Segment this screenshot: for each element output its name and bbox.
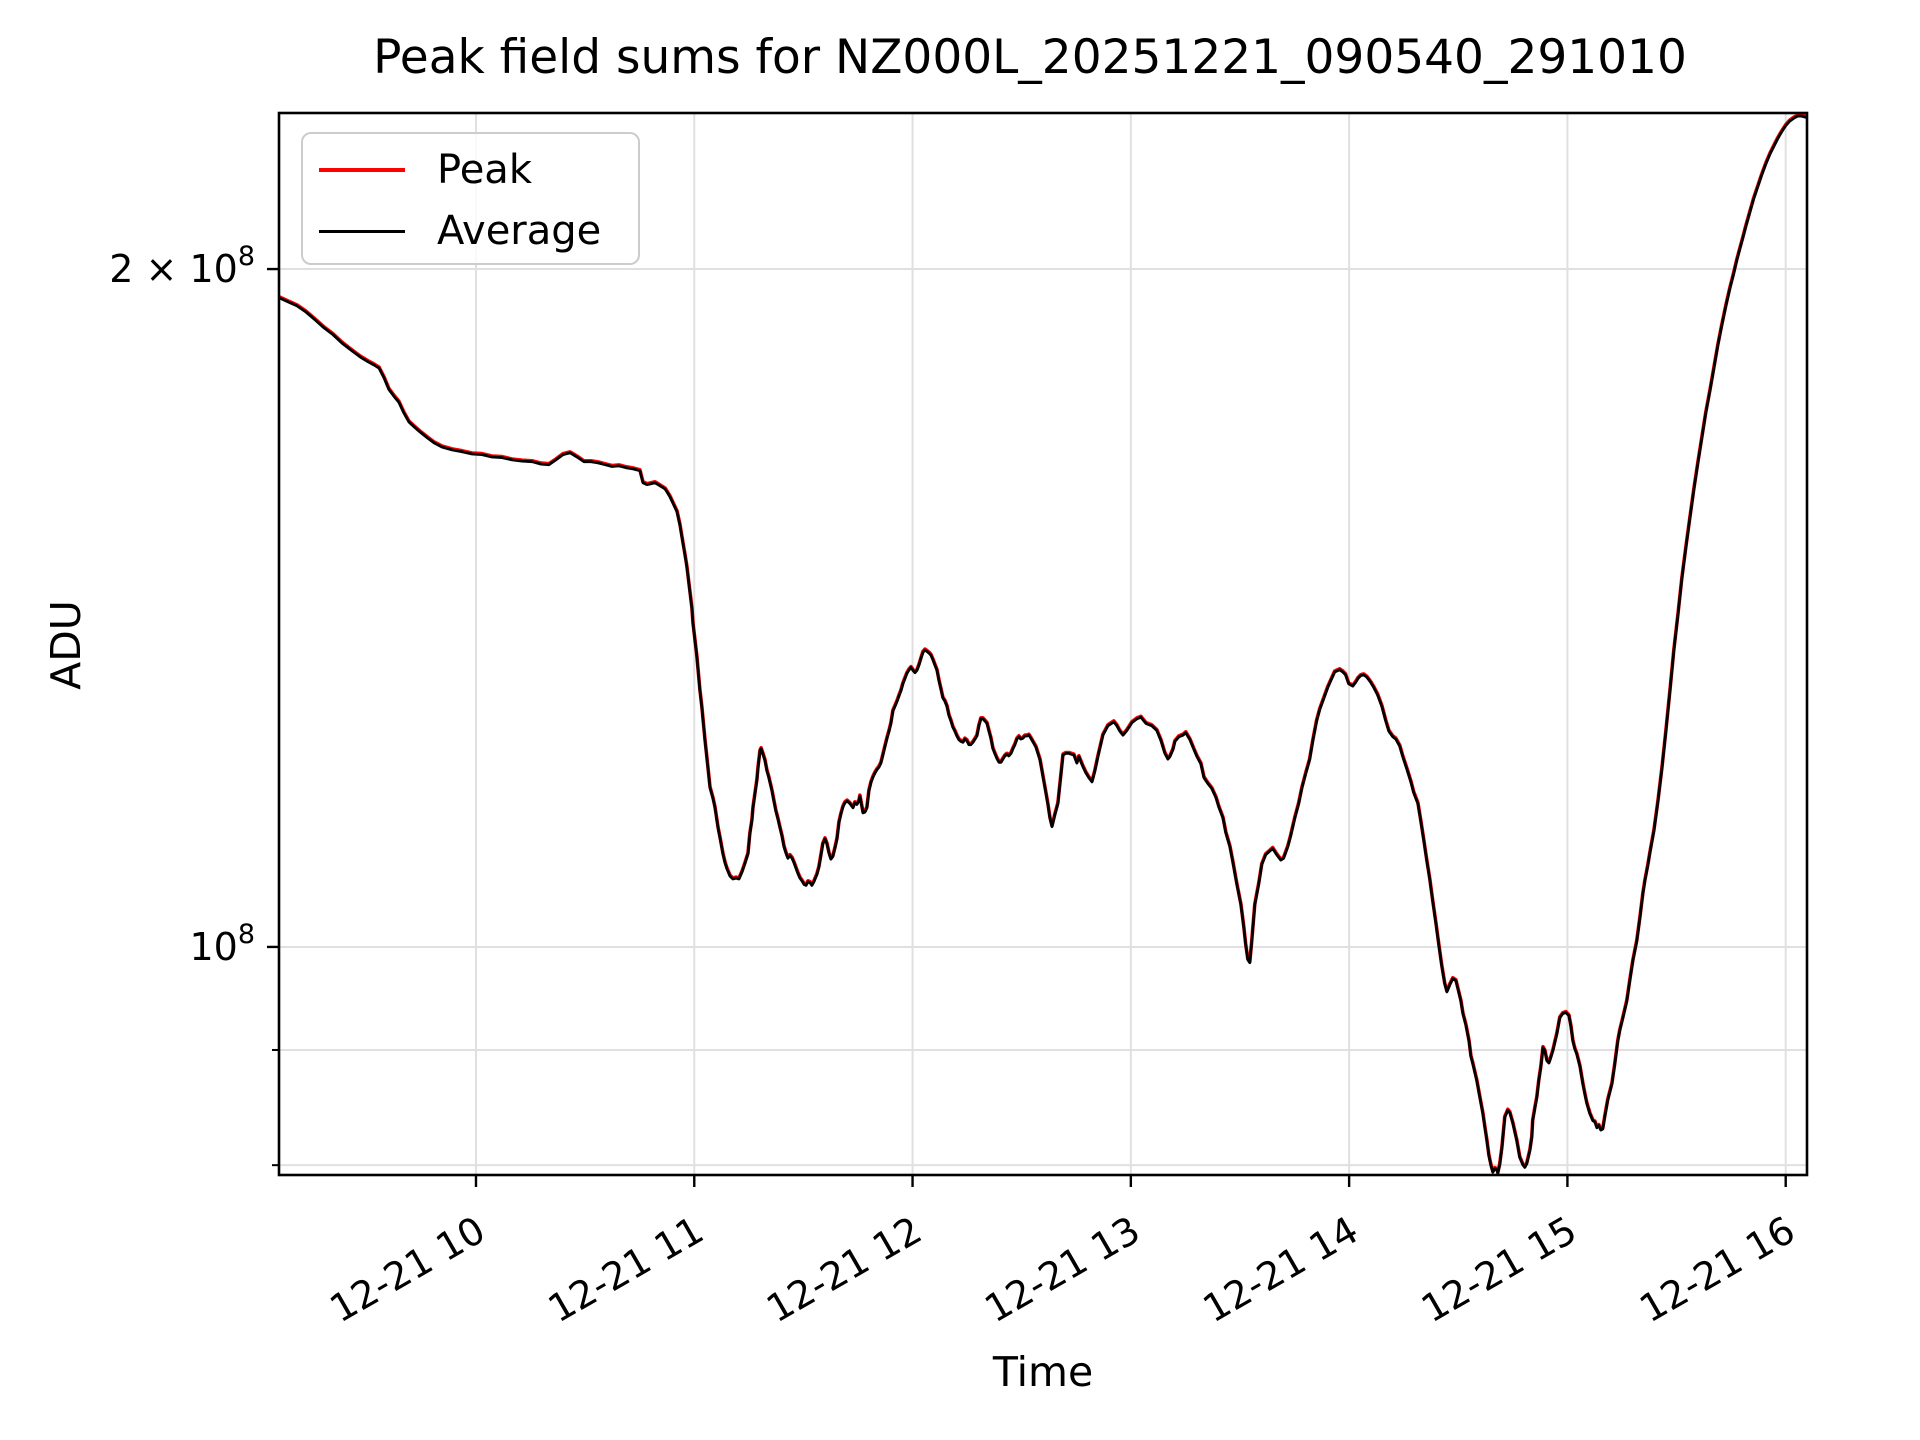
legend-item-peak: Peak xyxy=(303,144,638,196)
x-tick-label: 12-21 13 xyxy=(977,1208,1147,1332)
y-tick-label: 108 xyxy=(189,919,255,969)
x-tick-label: 12-21 14 xyxy=(1196,1208,1366,1332)
x-tick-label: 12-21 15 xyxy=(1414,1208,1584,1332)
x-tick-label: 12-21 16 xyxy=(1632,1208,1802,1332)
chart-title: Peak field sums for NZ000L_20251221_0905… xyxy=(373,30,1687,85)
y-axis-label: ADU xyxy=(42,600,90,690)
x-tick-label: 12-21 12 xyxy=(759,1208,929,1332)
y-tick-label: 2 × 108 xyxy=(109,241,255,291)
x-tick-label: 12-21 10 xyxy=(323,1208,493,1332)
legend-item-average: Average xyxy=(303,205,638,257)
legend-label-peak: Peak xyxy=(437,147,532,193)
series-line-average xyxy=(279,114,1807,1175)
peak-line-swatch xyxy=(319,168,405,172)
average-line-swatch xyxy=(319,229,405,233)
x-axis-label: Time xyxy=(992,1348,1094,1396)
x-tick-label: 12-21 11 xyxy=(541,1208,711,1332)
legend-label-average: Average xyxy=(437,208,602,254)
series-line-peak xyxy=(279,113,1807,1175)
plot-border xyxy=(277,111,1809,1177)
legend-box: Peak Average xyxy=(301,132,640,265)
